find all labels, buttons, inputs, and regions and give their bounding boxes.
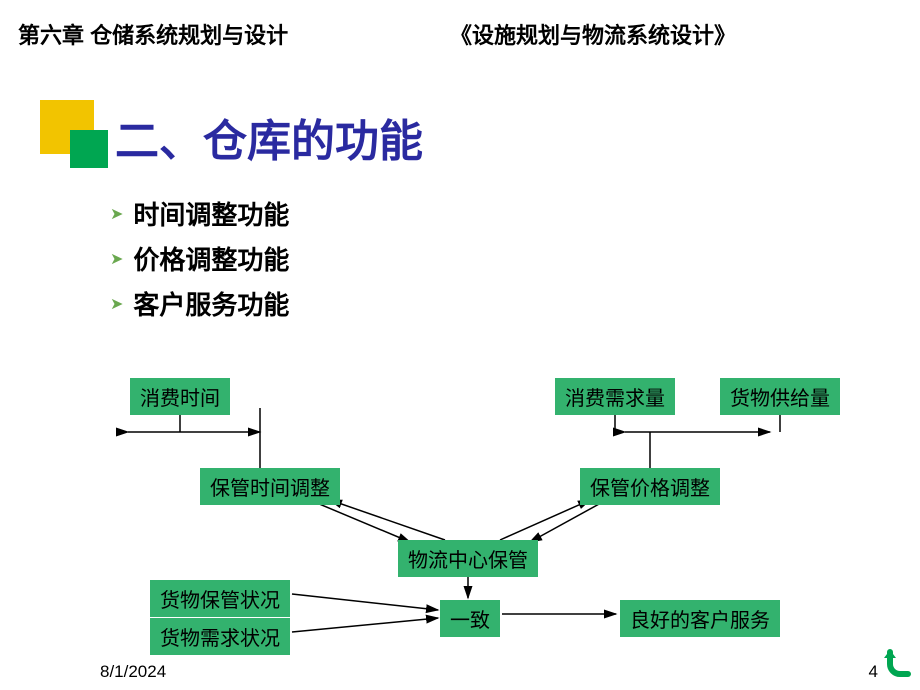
flowchart-node: 保管时间调整 (200, 468, 340, 505)
flowchart-node: 消费需求量 (555, 378, 675, 415)
slide-title: 二、仓库的功能 (115, 105, 423, 169)
chapter-header-left: 第六章 仓储系统规划与设计 (18, 18, 288, 50)
flowchart-node: 物流中心保管 (398, 540, 538, 577)
return-icon[interactable] (882, 648, 914, 680)
chapter-header-right: 《设施规划与物流系统设计》 (450, 18, 736, 50)
bullet-list: ➤ 时间调整功能 ➤ 价格调整功能 ➤ 客户服务功能 (110, 195, 289, 330)
chevron-right-icon: ➤ (110, 249, 123, 269)
list-item: ➤ 时间调整功能 (110, 195, 289, 232)
flowchart-diagram: 消费时间 消费需求量 货物供给量 保管时间调整 保管价格调整 物流中心保管 货物… (0, 360, 920, 680)
bullet-text: 时间调整功能 (133, 195, 289, 232)
flowchart-node: 保管价格调整 (580, 468, 720, 505)
footer-date: 8/1/2024 (100, 662, 166, 682)
chevron-right-icon: ➤ (110, 204, 123, 224)
list-item: ➤ 价格调整功能 (110, 240, 289, 277)
flowchart-node: 消费时间 (130, 378, 230, 415)
bullet-text: 客户服务功能 (133, 285, 289, 322)
bullet-text: 价格调整功能 (133, 240, 289, 277)
flowchart-node: 货物需求状况 (150, 618, 290, 655)
title-decor-green (70, 130, 108, 168)
flowchart-node: 货物供给量 (720, 378, 840, 415)
chevron-right-icon: ➤ (110, 294, 123, 314)
flowchart-node: 良好的客户服务 (620, 600, 780, 637)
flowchart-node: 货物保管状况 (150, 580, 290, 617)
list-item: ➤ 客户服务功能 (110, 285, 289, 322)
footer-page-number: 4 (869, 662, 878, 682)
flowchart-node: 一致 (440, 600, 500, 637)
